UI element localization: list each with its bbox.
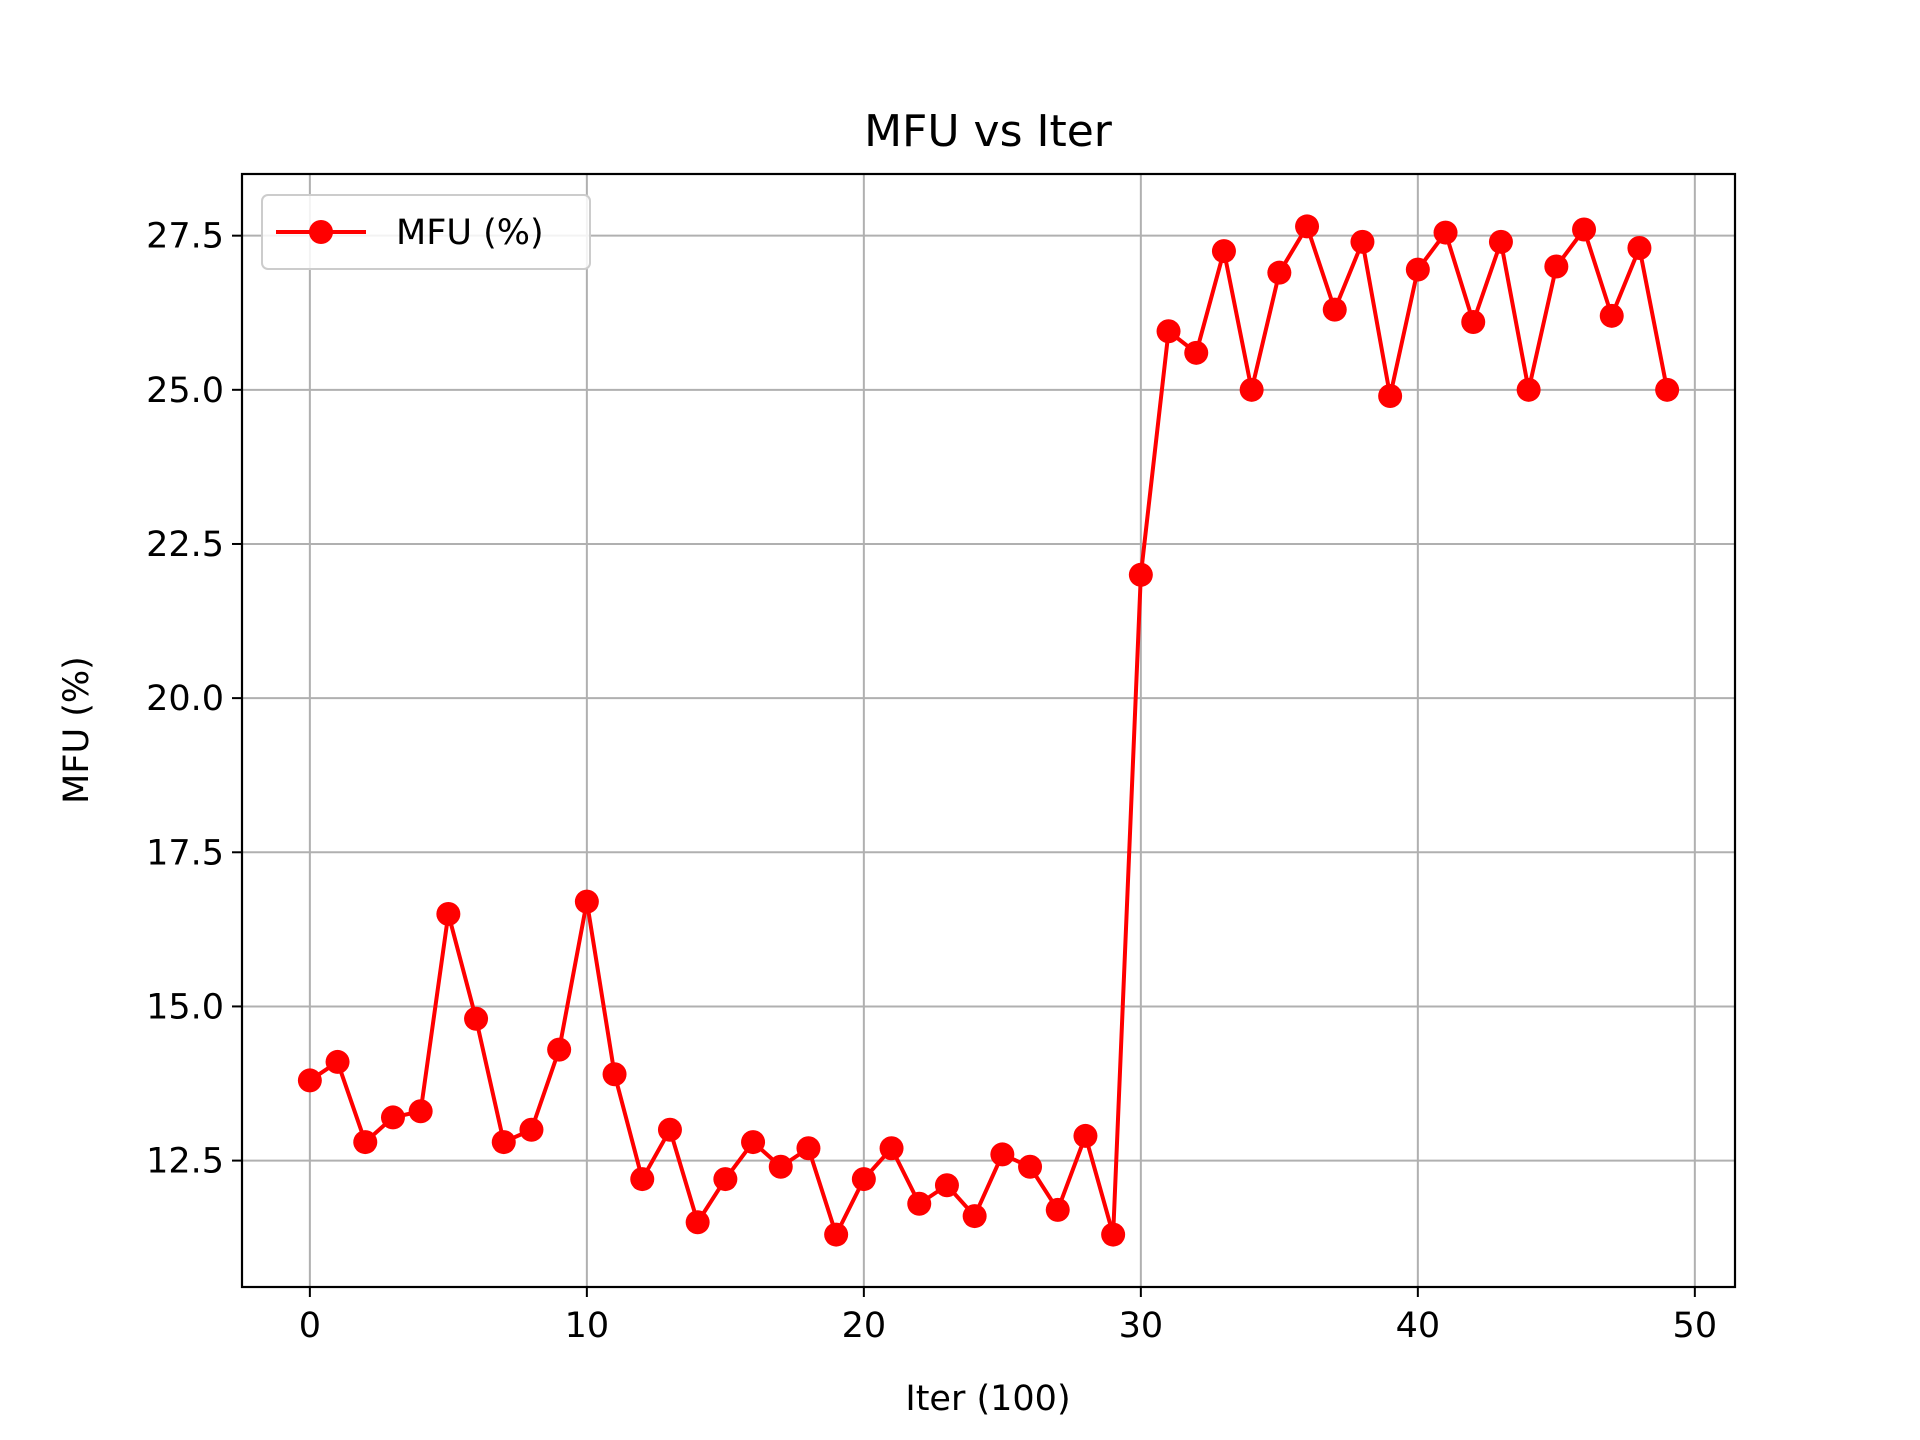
data-point bbox=[297, 1068, 322, 1093]
data-point bbox=[657, 1117, 682, 1142]
series-layer bbox=[297, 214, 1680, 1247]
legend-box bbox=[261, 194, 591, 270]
y-axis-label: MFU (%) bbox=[57, 656, 97, 804]
x-tick-label: 40 bbox=[1396, 1306, 1441, 1346]
data-point bbox=[1128, 562, 1153, 587]
data-point bbox=[713, 1167, 738, 1192]
data-point bbox=[907, 1191, 932, 1216]
data-point bbox=[1018, 1154, 1043, 1179]
data-point bbox=[962, 1204, 987, 1229]
data-point bbox=[436, 901, 461, 926]
data-point bbox=[1156, 319, 1181, 344]
data-point bbox=[408, 1099, 433, 1124]
x-axis-label: Iter (100) bbox=[905, 1379, 1070, 1419]
x-tick-label: 20 bbox=[842, 1306, 887, 1346]
data-point bbox=[1101, 1222, 1126, 1247]
data-point bbox=[1655, 377, 1680, 402]
data-point bbox=[741, 1130, 766, 1155]
tick-layer: 0 10 20 30 40 50 12.5 15.0 17.5 20.0 22.5 25.0 27.5 bbox=[146, 217, 1717, 1346]
grid-lines bbox=[242, 174, 1735, 1287]
data-point bbox=[1239, 377, 1264, 402]
data-point bbox=[1350, 229, 1375, 254]
data-point bbox=[1184, 340, 1209, 365]
data-point bbox=[1211, 239, 1236, 264]
data-point bbox=[990, 1142, 1015, 1167]
chart-title: MFU vs Iter bbox=[864, 106, 1113, 157]
data-point bbox=[630, 1167, 655, 1192]
x-tick-label: 10 bbox=[565, 1306, 610, 1346]
data-point bbox=[768, 1154, 793, 1179]
legend: MFU (%) bbox=[261, 194, 591, 270]
data-point bbox=[1322, 297, 1347, 322]
y-tick-label: 15.0 bbox=[146, 987, 224, 1027]
data-point bbox=[519, 1117, 544, 1142]
legend-label: MFU (%) bbox=[396, 213, 544, 253]
legend-marker bbox=[309, 220, 333, 244]
data-point bbox=[353, 1130, 378, 1155]
data-point bbox=[1073, 1123, 1098, 1148]
data-point bbox=[602, 1062, 627, 1087]
data-point bbox=[491, 1130, 516, 1155]
data-point bbox=[325, 1049, 350, 1074]
data-point bbox=[685, 1210, 710, 1235]
data-point bbox=[1599, 303, 1624, 328]
x-tick-label: 30 bbox=[1119, 1306, 1164, 1346]
data-point bbox=[796, 1136, 821, 1161]
data-point bbox=[1378, 383, 1403, 408]
data-point bbox=[1045, 1197, 1070, 1222]
y-tick-label: 25.0 bbox=[146, 371, 224, 411]
data-point bbox=[1433, 220, 1458, 245]
data-point bbox=[1461, 309, 1486, 334]
plot-frame bbox=[240, 172, 1737, 1289]
x-tick-label: 50 bbox=[1673, 1306, 1718, 1346]
data-point bbox=[1267, 260, 1292, 285]
data-point bbox=[851, 1167, 876, 1192]
data-point bbox=[380, 1105, 405, 1130]
data-point bbox=[464, 1006, 489, 1031]
y-tick-label: 17.5 bbox=[146, 833, 224, 873]
y-tick-label: 27.5 bbox=[146, 217, 224, 257]
y-tick-label: 20.0 bbox=[146, 679, 224, 719]
data-point bbox=[879, 1136, 904, 1161]
data-point bbox=[574, 889, 599, 914]
data-point bbox=[824, 1222, 849, 1247]
data-point bbox=[934, 1173, 959, 1198]
data-point bbox=[1295, 214, 1320, 239]
data-point bbox=[1627, 235, 1652, 260]
x-tick-label: 0 bbox=[299, 1306, 321, 1346]
data-point bbox=[1405, 257, 1430, 282]
data-point bbox=[1516, 377, 1541, 402]
data-point bbox=[1572, 217, 1597, 242]
y-tick-label: 12.5 bbox=[146, 1142, 224, 1182]
data-point bbox=[547, 1037, 572, 1062]
data-point bbox=[1544, 254, 1569, 279]
y-tick-label: 22.5 bbox=[146, 525, 224, 565]
data-point bbox=[1488, 229, 1513, 254]
